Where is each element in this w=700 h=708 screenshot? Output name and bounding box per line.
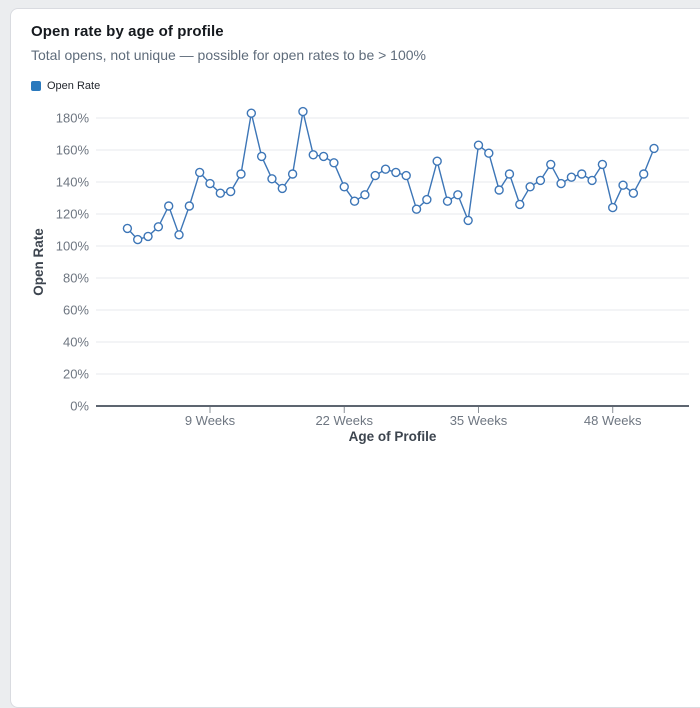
- data-point: [473, 140, 484, 150]
- data-point: [401, 170, 411, 181]
- chart-title: Open rate by age of profile: [31, 23, 224, 40]
- data-point: [215, 188, 226, 198]
- data-point: [339, 182, 349, 192]
- data-point: [205, 178, 215, 189]
- data-point: [225, 186, 236, 197]
- data-point: [236, 169, 246, 179]
- y-tick-label: 120%: [56, 207, 90, 222]
- data-point: [360, 190, 370, 200]
- data-point: [277, 183, 287, 194]
- legend-label: Open Rate: [47, 80, 101, 92]
- data-point: [380, 164, 391, 174]
- data-point: [256, 151, 267, 162]
- x-axis-title: Age of Profile: [349, 429, 437, 444]
- legend: Open Rate: [31, 80, 694, 92]
- data-point: [525, 182, 535, 192]
- x-tick-label: 35 Weeks: [450, 413, 508, 428]
- y-tick-label: 180%: [56, 111, 90, 126]
- data-point: [349, 196, 360, 206]
- x-tick-label: 22 Weeks: [315, 413, 373, 428]
- chart-subtitle: Total opens, not unique — possible for o…: [31, 47, 426, 63]
- data-point: [556, 178, 566, 189]
- data-point: [143, 231, 153, 242]
- data-point: [174, 230, 184, 240]
- data-point: [628, 188, 639, 198]
- y-tick-label: 140%: [56, 175, 90, 190]
- data-point: [287, 169, 298, 179]
- data-point: [432, 156, 442, 166]
- data-point: [267, 174, 277, 184]
- data-point: [184, 201, 195, 211]
- data-point: [391, 167, 401, 178]
- data-point: [164, 201, 174, 211]
- data-point: [308, 150, 318, 160]
- data-point: [515, 199, 525, 210]
- data-point: [504, 169, 515, 179]
- data-point: [318, 151, 329, 162]
- y-tick-label: 80%: [63, 271, 89, 286]
- data-point: [370, 170, 380, 181]
- data-point: [535, 175, 546, 186]
- data-point: [246, 108, 257, 118]
- data-point: [329, 158, 339, 168]
- data-point: [463, 215, 473, 226]
- y-tick-label: 160%: [56, 143, 90, 158]
- y-tick-label: 40%: [63, 335, 89, 350]
- data-point: [494, 185, 504, 195]
- data-point: [153, 222, 164, 232]
- data-point: [194, 167, 205, 178]
- chart-card: Open rate by age of profile Total opens,…: [10, 8, 700, 708]
- chart-header: Open rate by age of profile Total opens,…: [11, 9, 700, 92]
- x-tick-label: 48 Weeks: [584, 413, 642, 428]
- data-point: [298, 106, 308, 117]
- data-point: [411, 204, 422, 214]
- data-point: [122, 223, 133, 234]
- data-point: [587, 175, 597, 186]
- data-point: [133, 234, 143, 245]
- data-point: [484, 148, 494, 158]
- data-point: [618, 180, 628, 190]
- data-point: [639, 169, 649, 179]
- data-point: [608, 202, 618, 213]
- y-tick-label: 0%: [70, 399, 89, 414]
- data-point: [597, 159, 608, 170]
- y-tick-label: 20%: [63, 367, 89, 382]
- data-point: [442, 196, 453, 206]
- data-point: [546, 159, 556, 170]
- data-point: [422, 194, 432, 205]
- open-rate-line: [126, 110, 655, 241]
- data-point: [577, 169, 587, 179]
- data-point: [649, 143, 659, 154]
- data-point: [566, 172, 577, 182]
- data-point: [453, 190, 463, 200]
- open-rate-line-chart: 0% 20% 40% 60% 80% 100% 120% 140% 160% 180% 9 Week…: [31, 106, 689, 444]
- y-tick-label: 60%: [63, 303, 89, 318]
- y-axis-title: Open Rate: [31, 228, 46, 296]
- x-tick-label: 9 Weeks: [185, 413, 236, 428]
- legend-item-open-rate[interactable]: Open Rate: [31, 80, 100, 92]
- legend-swatch-icon: [31, 81, 41, 91]
- y-tick-label: 100%: [56, 239, 90, 254]
